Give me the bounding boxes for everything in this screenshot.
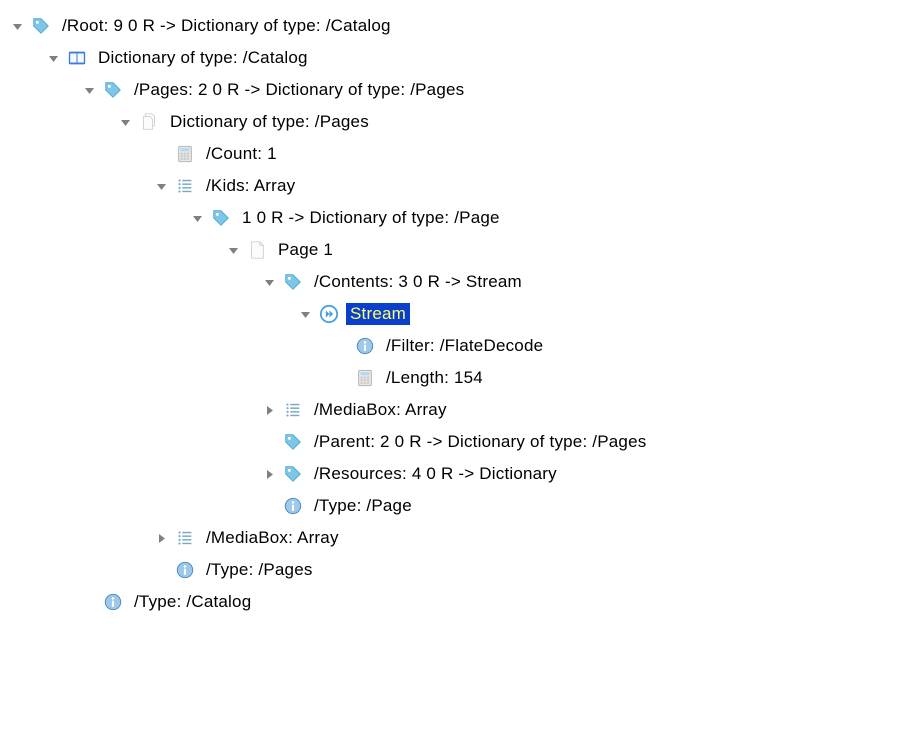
tree-node-label: Page 1	[274, 239, 337, 261]
tree-node-label: /Resources: 4 0 R -> Dictionary	[310, 463, 561, 485]
pages-icon	[138, 111, 160, 133]
disclosure-arrow[interactable]	[224, 241, 242, 259]
tree-node-label: 1 0 R -> Dictionary of type: /Page	[238, 207, 504, 229]
info-icon	[102, 591, 124, 613]
tree-node-label: /Contents: 3 0 R -> Stream	[310, 271, 526, 293]
tree-row[interactable]: Dictionary of type: /Pages	[6, 106, 900, 138]
info-icon	[354, 335, 376, 357]
tree-row[interactable]: /Contents: 3 0 R -> Stream	[6, 266, 900, 298]
page-icon	[246, 239, 268, 261]
disclosure-arrow[interactable]	[80, 81, 98, 99]
book-icon	[66, 47, 88, 69]
tree-node-label: /Root: 9 0 R -> Dictionary of type: /Cat…	[58, 15, 395, 37]
tree-node-label: Dictionary of type: /Pages	[166, 111, 373, 133]
disclosure-arrow[interactable]	[296, 305, 314, 323]
disclosure-arrow[interactable]	[260, 465, 278, 483]
tree-row[interactable]: /Filter: /FlateDecode	[6, 330, 900, 362]
tag-icon	[282, 271, 304, 293]
tree-node-label: /Parent: 2 0 R -> Dictionary of type: /P…	[310, 431, 650, 453]
tree-node-label: Dictionary of type: /Catalog	[94, 47, 312, 69]
tree-row[interactable]: Stream	[6, 298, 900, 330]
tag-icon	[102, 79, 124, 101]
disclosure-arrow[interactable]	[44, 49, 62, 67]
play-icon	[318, 303, 340, 325]
tag-icon	[282, 431, 304, 453]
tree-node-label: /Count: 1	[202, 143, 281, 165]
tree-row[interactable]: 1 0 R -> Dictionary of type: /Page	[6, 202, 900, 234]
tree-node-label: /Filter: /FlateDecode	[382, 335, 547, 357]
tree-node-label: /Type: /Catalog	[130, 591, 255, 613]
tree-row[interactable]: /Count: 1	[6, 138, 900, 170]
tree-node-label: /MediaBox: Array	[310, 399, 451, 421]
tag-icon	[210, 207, 232, 229]
tree-node-label: /Type: /Page	[310, 495, 416, 517]
tree-node-label: /Type: /Pages	[202, 559, 317, 581]
info-icon	[174, 559, 196, 581]
calc-icon	[174, 143, 196, 165]
tree-row[interactable]: /Parent: 2 0 R -> Dictionary of type: /P…	[6, 426, 900, 458]
tree-row[interactable]: /Type: /Catalog	[6, 586, 900, 618]
disclosure-arrow[interactable]	[260, 273, 278, 291]
tree-row[interactable]: Dictionary of type: /Catalog	[6, 42, 900, 74]
tree-row[interactable]: /MediaBox: Array	[6, 394, 900, 426]
tree-row[interactable]: /Type: /Pages	[6, 554, 900, 586]
tree-row[interactable]: /Root: 9 0 R -> Dictionary of type: /Cat…	[6, 10, 900, 42]
disclosure-arrow[interactable]	[152, 529, 170, 547]
tree-row[interactable]: /Kids: Array	[6, 170, 900, 202]
tree-node-label: /MediaBox: Array	[202, 527, 343, 549]
list-icon	[282, 399, 304, 421]
tree-row[interactable]: /Type: /Page	[6, 490, 900, 522]
tag-icon	[30, 15, 52, 37]
tree-row[interactable]: /Length: 154	[6, 362, 900, 394]
list-icon	[174, 175, 196, 197]
disclosure-arrow[interactable]	[152, 177, 170, 195]
tag-icon	[282, 463, 304, 485]
tree-row[interactable]: /MediaBox: Array	[6, 522, 900, 554]
tree-row[interactable]: Page 1	[6, 234, 900, 266]
tree-row[interactable]: /Pages: 2 0 R -> Dictionary of type: /Pa…	[6, 74, 900, 106]
tree-row[interactable]: /Resources: 4 0 R -> Dictionary	[6, 458, 900, 490]
disclosure-arrow[interactable]	[260, 401, 278, 419]
info-icon	[282, 495, 304, 517]
disclosure-arrow[interactable]	[116, 113, 134, 131]
tree-node-label: /Kids: Array	[202, 175, 299, 197]
disclosure-arrow[interactable]	[188, 209, 206, 227]
calc-icon	[354, 367, 376, 389]
pdf-structure-tree: /Root: 9 0 R -> Dictionary of type: /Cat…	[6, 10, 900, 618]
tree-node-label: /Pages: 2 0 R -> Dictionary of type: /Pa…	[130, 79, 468, 101]
tree-node-label: /Length: 154	[382, 367, 487, 389]
tree-node-label: Stream	[346, 303, 410, 325]
list-icon	[174, 527, 196, 549]
disclosure-arrow[interactable]	[8, 17, 26, 35]
